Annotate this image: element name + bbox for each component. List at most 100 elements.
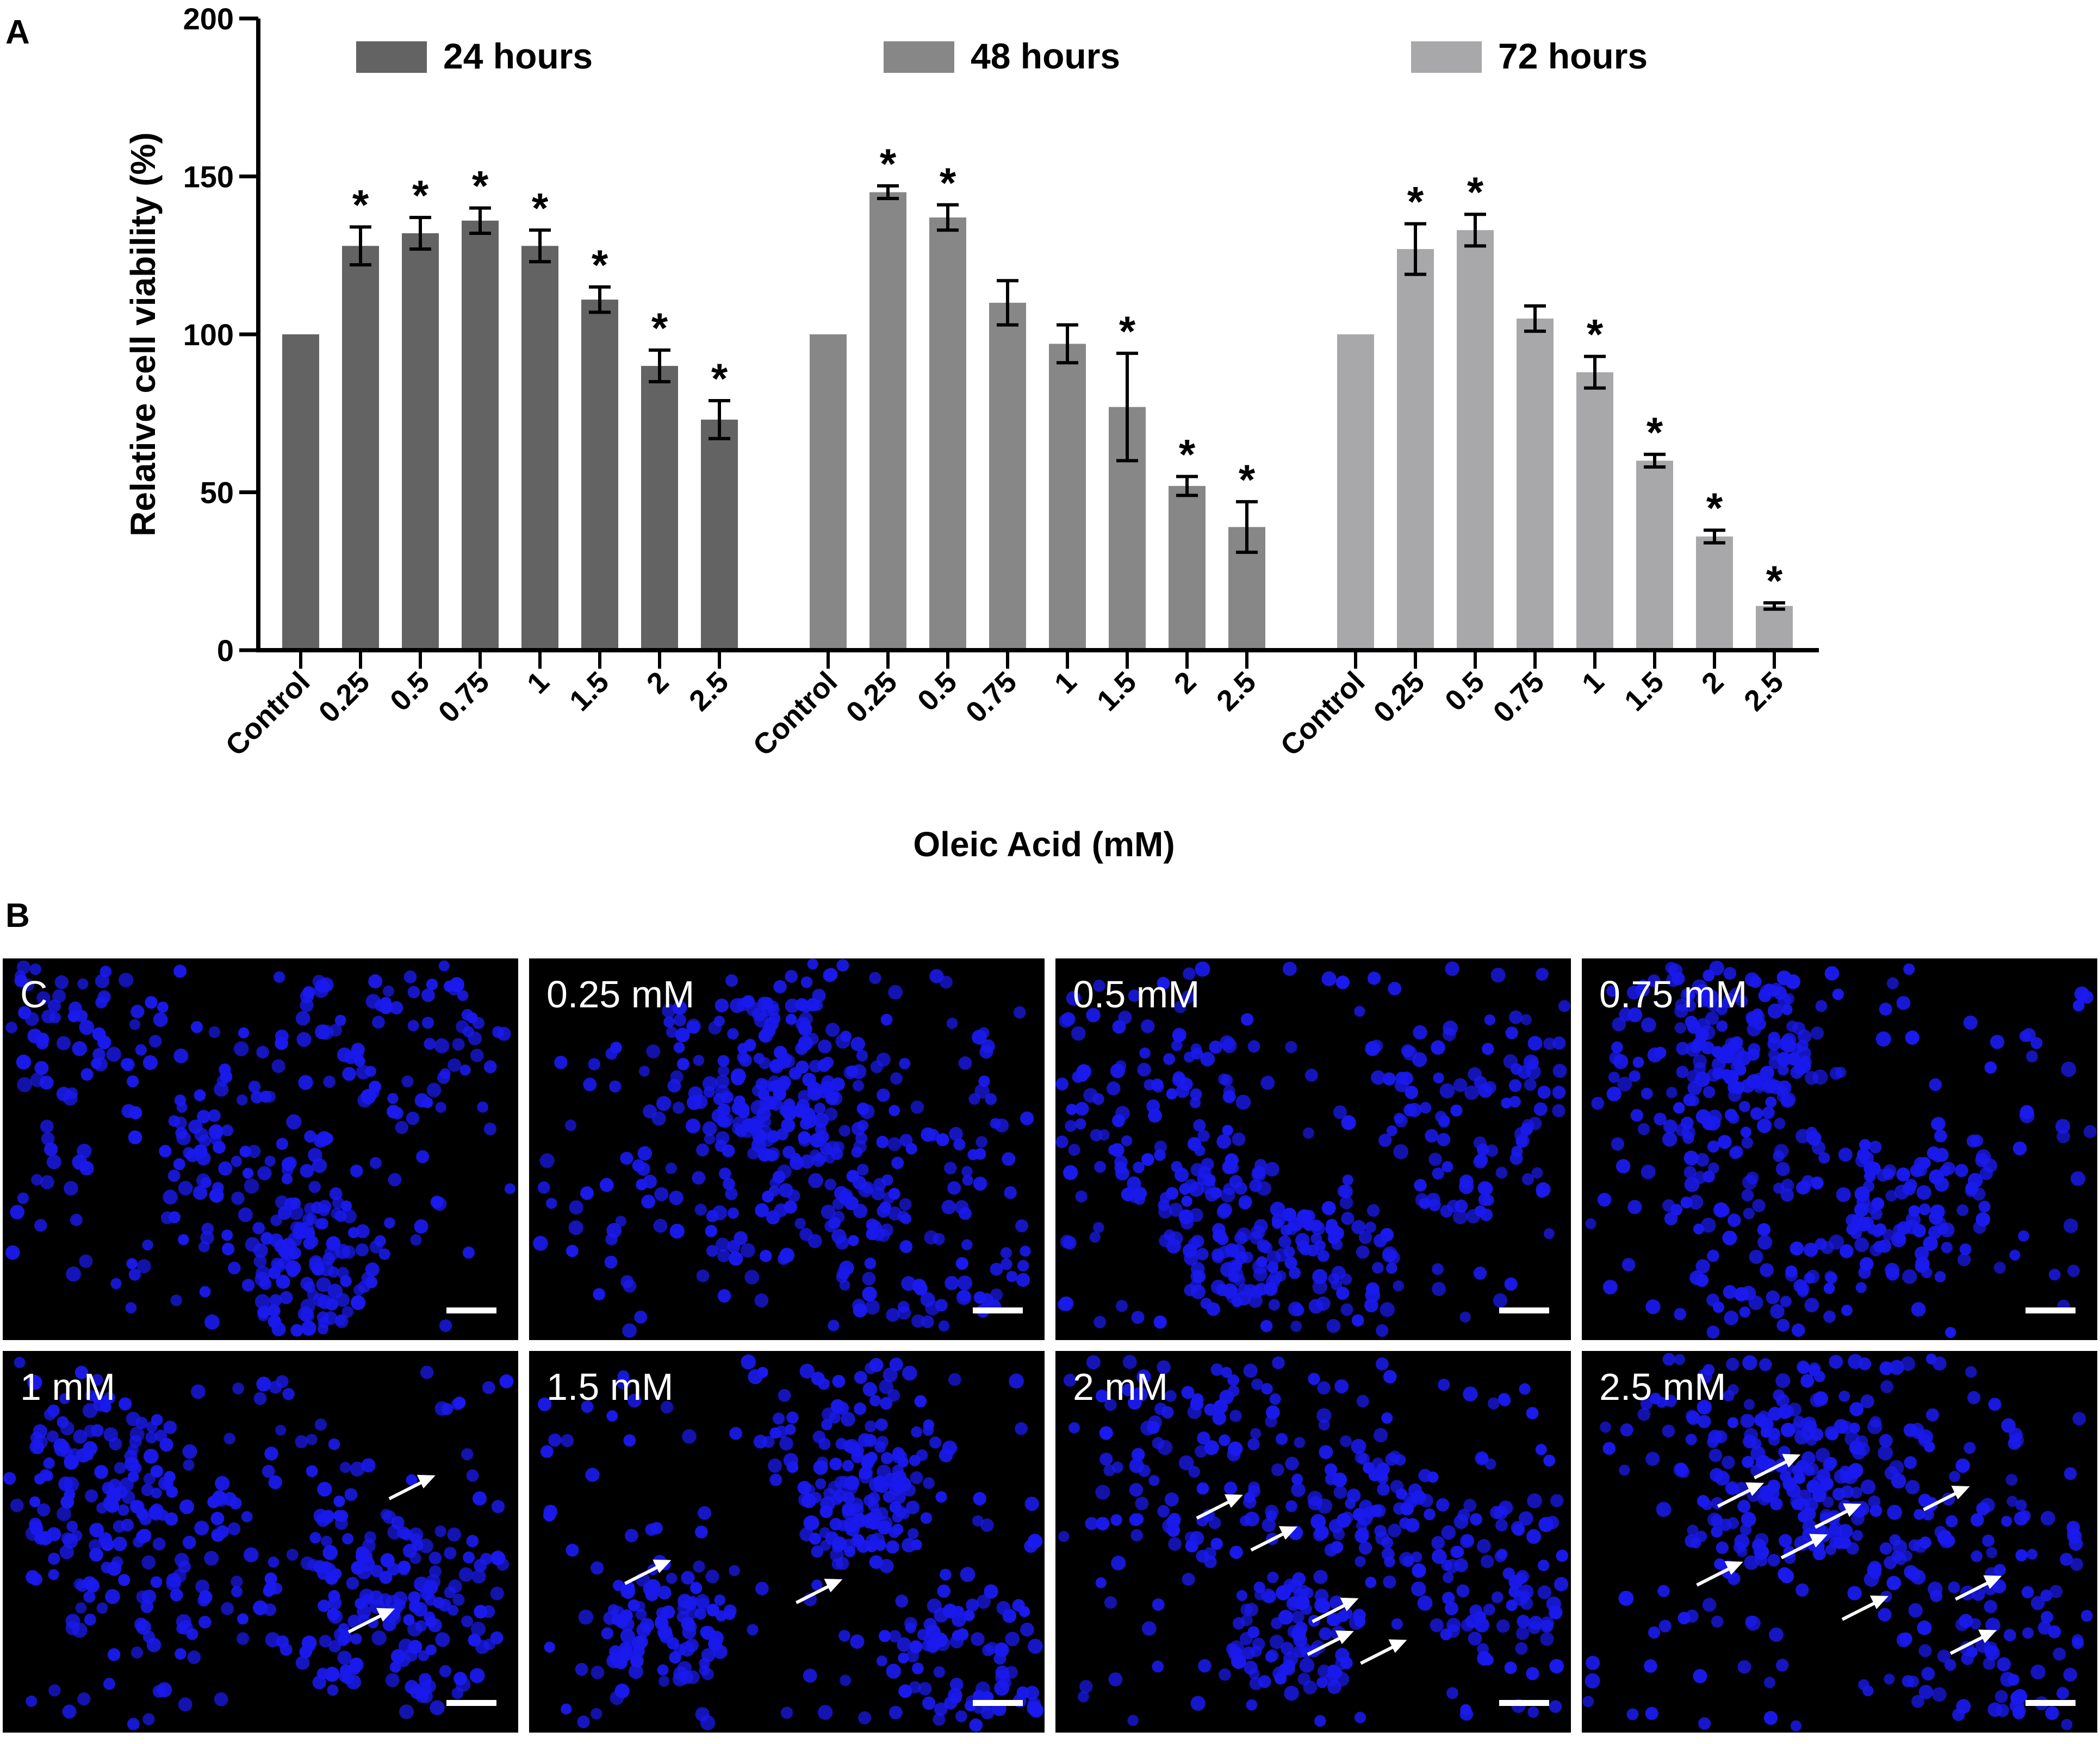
nuclei bbox=[538, 1354, 1044, 1732]
nucleus bbox=[191, 1384, 206, 1399]
nucleus bbox=[1129, 1458, 1144, 1473]
nucleus bbox=[318, 1205, 330, 1217]
nucleus bbox=[300, 1276, 314, 1291]
nucleus bbox=[1965, 1185, 1977, 1197]
nucleus bbox=[1476, 1539, 1491, 1553]
nucleus bbox=[1879, 1361, 1893, 1375]
nucleus bbox=[1770, 1497, 1783, 1511]
nucleus bbox=[1335, 975, 1350, 989]
nucleus bbox=[1168, 1512, 1181, 1525]
nucleus bbox=[492, 1026, 504, 1038]
nucleus bbox=[807, 1234, 822, 1248]
nucleus bbox=[681, 1571, 695, 1585]
nucleus bbox=[334, 1517, 348, 1530]
nucleus bbox=[814, 1103, 826, 1114]
nucleus bbox=[1879, 1434, 1893, 1448]
nucleus bbox=[1171, 1039, 1183, 1051]
nucleus bbox=[679, 1641, 695, 1657]
nucleus bbox=[1780, 1188, 1794, 1202]
nucleus bbox=[980, 1706, 994, 1720]
nucleus bbox=[1687, 1020, 1701, 1034]
nucleus bbox=[1131, 1311, 1145, 1324]
nucleus bbox=[1838, 1147, 1853, 1162]
nucleus bbox=[1768, 1049, 1780, 1061]
nucleus bbox=[1290, 1321, 1302, 1332]
nucleus bbox=[769, 1060, 781, 1072]
nucleus bbox=[1260, 1588, 1276, 1603]
nucleus bbox=[1076, 1064, 1091, 1080]
nucleus bbox=[210, 1511, 225, 1525]
nucleus bbox=[113, 1536, 127, 1552]
nucleus bbox=[1195, 961, 1210, 977]
nucleus bbox=[806, 998, 820, 1012]
nucleus bbox=[1469, 1604, 1483, 1618]
nucleus bbox=[176, 1131, 191, 1145]
nucleus bbox=[214, 1692, 228, 1706]
nucleus bbox=[40, 1175, 54, 1189]
nucleus bbox=[1770, 1304, 1785, 1319]
nucleus bbox=[1302, 1127, 1314, 1139]
nucleus bbox=[1086, 1355, 1101, 1369]
nucleus bbox=[1847, 1586, 1862, 1600]
nucleus bbox=[1759, 1417, 1774, 1431]
nucleus bbox=[300, 1222, 314, 1236]
nucleus bbox=[1453, 1078, 1468, 1092]
nucleus bbox=[1743, 1399, 1755, 1410]
nucleus bbox=[1825, 1272, 1838, 1284]
nucleus bbox=[1662, 1424, 1675, 1438]
nucleus bbox=[1316, 1677, 1328, 1689]
nucleus bbox=[825, 1092, 839, 1105]
nucleus bbox=[1333, 1105, 1347, 1119]
nucleus bbox=[403, 970, 417, 983]
nucleus bbox=[727, 1028, 739, 1040]
nucleus bbox=[1527, 1493, 1542, 1509]
nucleus bbox=[1505, 1026, 1518, 1039]
nucleus bbox=[1549, 1659, 1564, 1674]
nucleus bbox=[1366, 1282, 1380, 1296]
nucleus bbox=[702, 1121, 717, 1136]
nucleus bbox=[1965, 1366, 1977, 1378]
nucleus bbox=[620, 1151, 633, 1165]
nucleus bbox=[877, 1204, 890, 1218]
nucleus bbox=[331, 1207, 343, 1219]
nucleus bbox=[1905, 1480, 1920, 1494]
nucleus bbox=[434, 1038, 450, 1054]
nucleus bbox=[1992, 1579, 2006, 1593]
nucleus bbox=[1484, 1014, 1496, 1026]
nucleus bbox=[127, 1075, 139, 1088]
nucleus bbox=[1606, 1086, 1621, 1101]
nucleus bbox=[1430, 1618, 1444, 1633]
nucleus bbox=[762, 1024, 776, 1038]
nucleus bbox=[334, 1014, 346, 1026]
nucleus bbox=[2066, 1521, 2080, 1535]
nucleus bbox=[142, 1589, 157, 1604]
nucleus bbox=[1722, 1230, 1737, 1245]
nucleus bbox=[490, 1586, 504, 1600]
nucleus bbox=[1980, 1498, 1995, 1513]
nucleus bbox=[1437, 1132, 1451, 1147]
nucleus bbox=[1815, 1000, 1828, 1012]
nucleus bbox=[657, 1624, 673, 1640]
nucleus bbox=[1129, 1483, 1143, 1497]
nucleus bbox=[916, 1449, 928, 1461]
nucleus bbox=[34, 1061, 49, 1075]
nucleus bbox=[1490, 968, 1506, 983]
nucleus bbox=[1002, 1609, 1017, 1623]
nucleus bbox=[844, 1521, 860, 1536]
nucleus bbox=[912, 1662, 924, 1674]
nucleus bbox=[732, 1123, 744, 1135]
nucleus bbox=[778, 1253, 790, 1265]
nucleus bbox=[1157, 1505, 1170, 1518]
nucleus bbox=[499, 1374, 514, 1388]
nucleus bbox=[85, 1489, 98, 1503]
nucleus bbox=[1860, 1257, 1874, 1271]
nucleus bbox=[1716, 1541, 1729, 1554]
nucleus bbox=[853, 1204, 868, 1218]
micrograph-panel: C bbox=[3, 958, 518, 1340]
nucleus bbox=[899, 1240, 913, 1253]
nucleus bbox=[398, 1564, 410, 1576]
nucleus bbox=[1466, 1209, 1481, 1224]
nucleus bbox=[1213, 1399, 1228, 1414]
nucleus bbox=[1608, 1072, 1620, 1083]
